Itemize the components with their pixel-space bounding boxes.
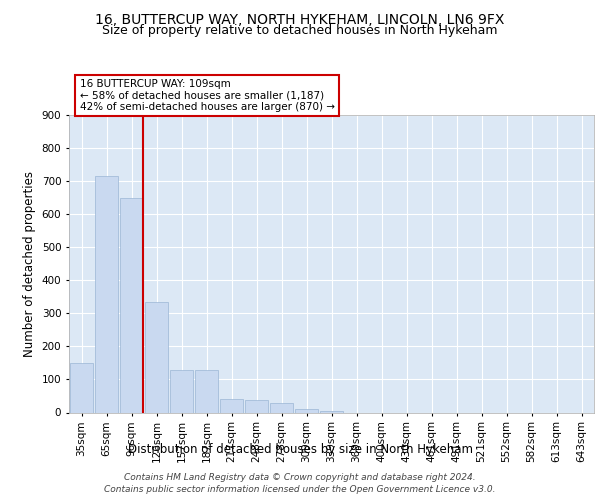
Text: Size of property relative to detached houses in North Hykeham: Size of property relative to detached ho… <box>102 24 498 37</box>
Text: 16, BUTTERCUP WAY, NORTH HYKEHAM, LINCOLN, LN6 9FX: 16, BUTTERCUP WAY, NORTH HYKEHAM, LINCOL… <box>95 12 505 26</box>
Y-axis label: Number of detached properties: Number of detached properties <box>23 171 36 357</box>
Bar <box>194 370 218 412</box>
Bar <box>170 370 193 412</box>
Bar <box>220 398 244 412</box>
Text: Contains HM Land Registry data © Crown copyright and database right 2024.: Contains HM Land Registry data © Crown c… <box>124 472 476 482</box>
Text: Contains public sector information licensed under the Open Government Licence v3: Contains public sector information licen… <box>104 485 496 494</box>
Bar <box>320 411 343 412</box>
Text: 16 BUTTERCUP WAY: 109sqm
← 58% of detached houses are smaller (1,187)
42% of sem: 16 BUTTERCUP WAY: 109sqm ← 58% of detach… <box>79 79 335 112</box>
Bar <box>245 400 268 412</box>
Bar <box>70 363 94 412</box>
Text: Distribution of detached houses by size in North Hykeham: Distribution of detached houses by size … <box>128 442 473 456</box>
Bar <box>145 302 169 412</box>
Bar <box>119 198 143 412</box>
Bar <box>295 409 319 412</box>
Bar <box>95 176 118 412</box>
Bar <box>269 403 293 412</box>
